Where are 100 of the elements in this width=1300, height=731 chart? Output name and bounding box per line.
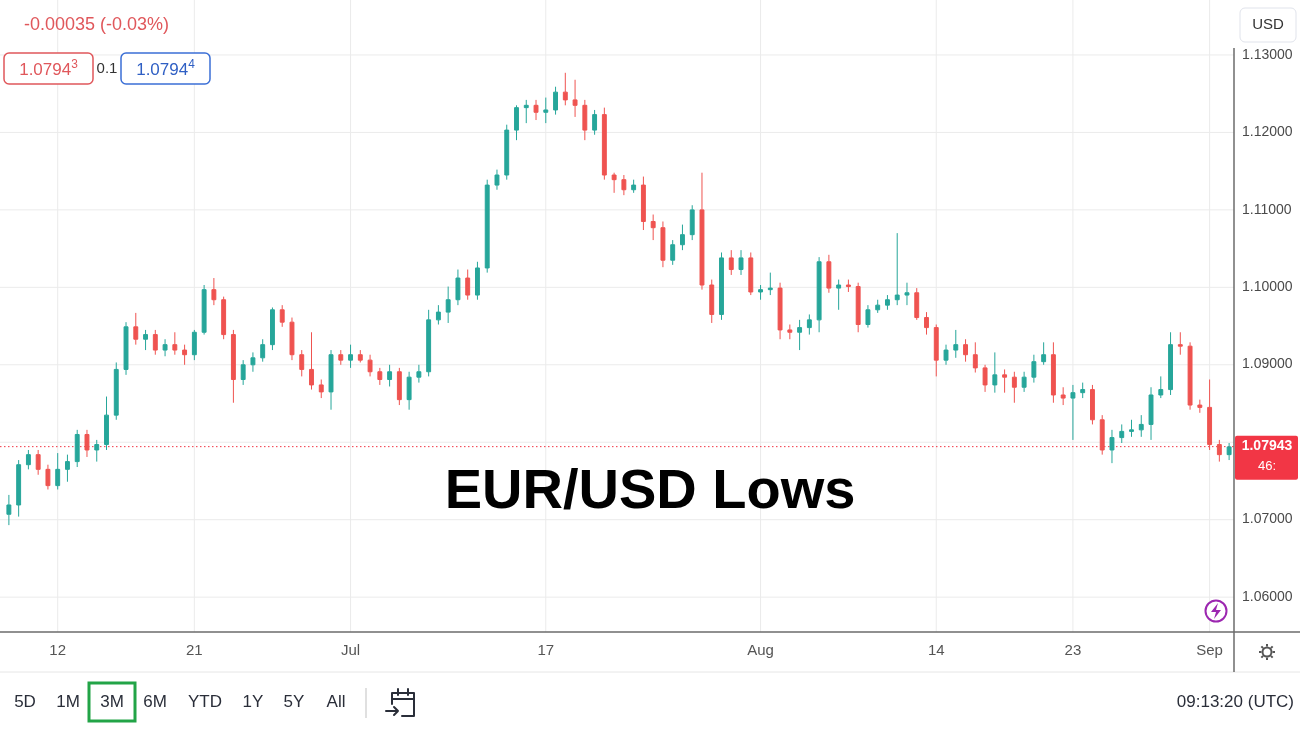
candlestick [953,329,959,359]
candlestick [406,371,412,411]
candlestick [250,351,256,373]
sell-price-button: 1.0794$^{3}$ [3,52,94,85]
candlestick [924,311,929,336]
candlestick [152,329,158,356]
y-tick-label: 1.13000 [1242,45,1293,62]
candlestick [299,349,305,377]
candlestick [455,269,461,306]
candlestick [963,338,968,363]
candlestick [1129,419,1134,438]
candlestick [318,379,324,399]
x-tick-label: Aug [747,640,774,658]
candlestick [631,179,637,194]
candlestick [104,396,109,451]
y-tick-label: 1.07000 [1242,510,1293,527]
candlestick [1070,384,1076,441]
annotation: 1.0794$^{3}$ [19,56,79,79]
candlestick [1031,354,1037,384]
candlestick [260,338,266,363]
candlestick [494,169,500,191]
candlestick [738,249,744,276]
candlestick [1050,341,1056,404]
candlestick [650,214,656,241]
candlestick [523,99,529,124]
candlestick [875,299,881,314]
candlestick [758,284,763,301]
candlestick [806,313,812,336]
text: EUR/USD Lows [444,457,856,520]
candlestick [1021,371,1027,393]
candlestick [240,359,246,386]
candlestick [35,449,41,476]
candlestick [1002,368,1008,394]
candlestick [1207,379,1213,451]
candlestick [143,329,148,351]
candlestick [94,439,100,463]
candlestick [191,329,197,361]
candlestick [572,79,578,118]
candlestick [396,367,402,406]
candlestick [640,176,646,231]
candlestick [84,429,90,458]
y-tick-label: 1.10000 [1242,278,1293,295]
candlestick [1226,442,1232,461]
candlestick [133,312,139,346]
candlestick [1138,414,1144,438]
text: -0.00035 (-0.03%) [24,13,170,34]
candlestick [504,124,510,181]
candlestick [289,317,295,361]
candlestick [367,354,373,377]
candlestick [611,172,617,194]
y-tick-label: 1.12000 [1242,123,1293,140]
candlestick [475,261,480,301]
candlestick [201,284,207,336]
candlestick [1011,371,1017,404]
candlestick [1109,429,1115,464]
candlestick [328,349,334,411]
candlestick [855,282,861,333]
candlestick [885,294,890,311]
candlestick [1090,384,1095,425]
currency-button: USD [1239,7,1297,43]
candlestick [279,304,285,328]
candlestick [728,249,734,276]
selected-range-button: 3M [87,681,137,723]
candlestick [65,454,70,483]
candlestick [670,239,676,266]
candlestick [689,204,695,241]
candlestick [660,221,666,268]
candlestick [601,107,607,181]
candlestick [709,279,715,324]
candlestick [221,296,227,340]
candlestick [680,224,685,251]
candlestick [992,351,998,394]
candlestick [826,254,832,294]
text: YTD [188,692,222,712]
candlestick [123,321,129,376]
candlestick [1099,414,1105,456]
candlestick [562,72,568,106]
candlestick [348,344,353,369]
candlestick [1187,341,1193,411]
candlestick [357,349,363,363]
x-tick-label: Jul [340,640,361,658]
candlestick [6,494,12,526]
text: All [326,692,346,712]
candlestick [748,251,754,296]
candlestick [182,344,188,366]
candlestick [1168,331,1173,396]
candlestick [836,279,842,311]
candlestick [309,331,314,391]
candlestick [435,304,441,326]
candlestick [25,449,31,470]
candlestick [582,99,588,141]
candlestick [845,279,851,293]
candlestick [45,464,51,490]
text: 1Y [242,692,264,712]
candlestick [933,324,939,377]
candlestick [270,306,275,351]
candlestick [1148,386,1154,441]
text: 1M [56,692,80,712]
ref-line-label: 1.07943 [1241,437,1293,454]
x-tick-label: Sep [1196,640,1223,658]
